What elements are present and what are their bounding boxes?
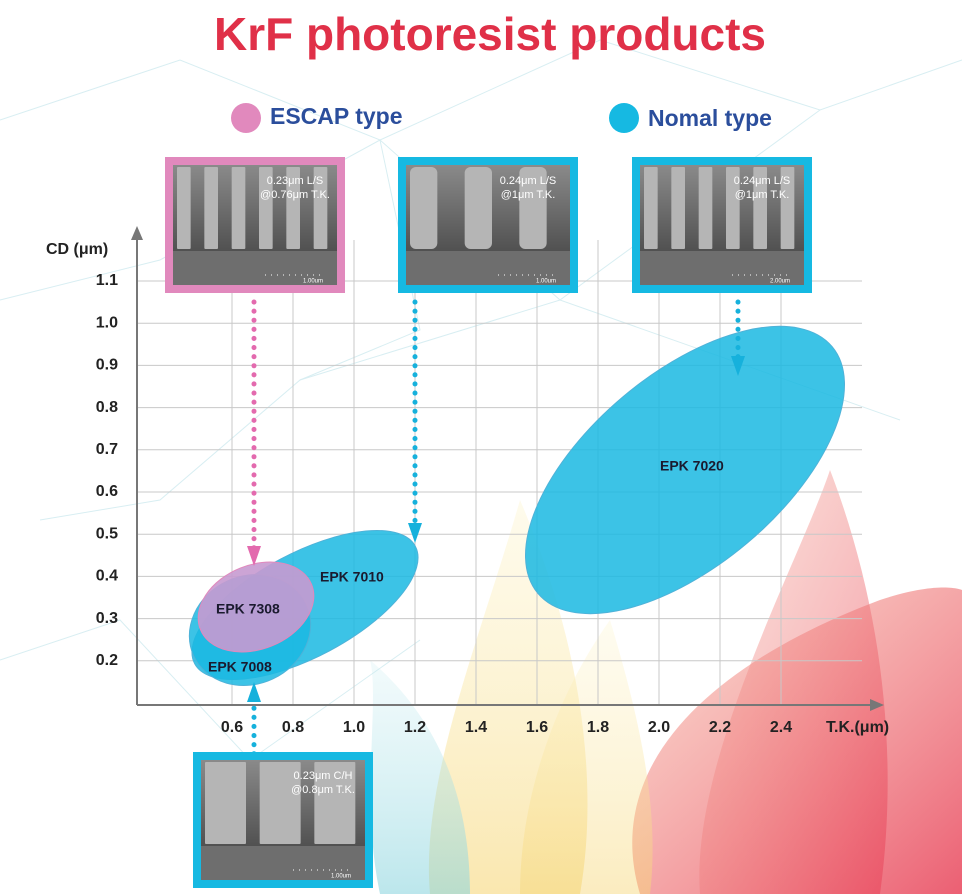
y-tick-label: 1.1 — [96, 272, 118, 289]
sem-image: 2.00um 0.24μm L/S @1μm T.K. — [632, 157, 812, 293]
resist-line — [313, 167, 328, 249]
product-label: EPK 7020 — [660, 458, 724, 474]
resist-line — [644, 167, 658, 249]
x-tick-label: 1.6 — [526, 719, 548, 736]
caption: @0.8μm T.K. — [291, 784, 355, 796]
resist-line — [464, 167, 492, 249]
ticks: 1.1 1.0 0.9 0.8 0.7 0.6 0.5 0.4 0.3 0.2 0.6 0.8 1.0 1… — [96, 272, 792, 736]
caption: @1μm T.K. — [735, 189, 790, 201]
substrate — [173, 251, 337, 285]
resist-line — [314, 762, 356, 844]
y-tick-label: 1.0 — [96, 314, 118, 331]
y-tick-label: 0.2 — [96, 652, 118, 669]
x-tick-label: 2.2 — [709, 719, 731, 736]
x-tick-label: 0.8 — [282, 719, 304, 736]
resist-line — [204, 167, 218, 249]
resist-line — [286, 167, 300, 249]
legend-label: Nomal type — [648, 105, 772, 131]
y-tick-label: 0.9 — [96, 357, 118, 374]
substrate — [201, 846, 365, 880]
title: KrF photoresist products — [214, 8, 766, 60]
legend-label: ESCAP type — [270, 103, 403, 129]
y-tick-label: 0.3 — [96, 610, 118, 627]
caption: @0.76μm T.K. — [260, 189, 330, 201]
substrate — [406, 251, 570, 285]
resist-line — [410, 167, 438, 249]
resist-line — [231, 167, 246, 249]
resist-line — [205, 762, 246, 844]
product-label: EPK 7008 — [208, 659, 272, 675]
resist-line — [671, 167, 685, 249]
scale-label: 1.00um — [536, 279, 556, 285]
legend-dot — [231, 103, 261, 133]
axes — [131, 226, 884, 711]
regions — [188, 325, 846, 687]
substrate — [640, 251, 804, 285]
y-tick-label: 0.5 — [96, 525, 118, 542]
resist-line — [780, 167, 795, 249]
x-tick-label: 2.0 — [648, 719, 670, 736]
x-tick-label: 0.6 — [221, 719, 243, 736]
product-label: EPK 7308 — [216, 601, 280, 617]
region-epk7308 — [197, 561, 315, 653]
scale-label: 2.00um — [770, 279, 790, 285]
resist-line — [519, 167, 547, 249]
caption: 0.24μm L/S — [500, 175, 556, 187]
sem-image: 1.00um 0.24μm L/S @1μm T.K. — [398, 157, 578, 293]
y-tick-label: 0.6 — [96, 483, 118, 500]
resist-line — [177, 167, 191, 249]
caption: 0.23μm C/H — [294, 770, 353, 782]
x-tick-label: 1.4 — [465, 719, 487, 736]
y-tick-label: 0.7 — [96, 441, 118, 458]
legend-dot — [609, 103, 639, 133]
resist-line — [753, 167, 767, 249]
x-axis-label: T.K.(μm) — [826, 719, 889, 736]
caption: 0.24μm L/S — [734, 175, 790, 187]
y-axis-label: CD (μm) — [46, 241, 108, 258]
x-tick-label: 1.2 — [404, 719, 426, 736]
sem-image: 1.00um 0.23μm C/H @0.8μm T.K. — [193, 752, 373, 888]
caption: @1μm T.K. — [501, 189, 556, 201]
connectors — [251, 299, 741, 775]
product-label: EPK 7010 — [320, 569, 384, 585]
resist-line — [726, 167, 740, 249]
caption: 0.23μm L/S — [267, 175, 323, 187]
resist-line — [259, 762, 301, 844]
region-epk7020 — [524, 325, 846, 615]
scale-label: 1.00um — [331, 874, 351, 880]
y-tick-label: 0.4 — [96, 568, 118, 585]
y-tick-label: 0.8 — [96, 399, 118, 416]
x-tick-label: 1.0 — [343, 719, 365, 736]
resist-line — [698, 167, 713, 249]
resist-line — [259, 167, 273, 249]
x-tick-label: 1.8 — [587, 719, 609, 736]
x-tick-label: 2.4 — [770, 719, 792, 736]
flames — [370, 470, 962, 894]
arrowheads — [247, 356, 745, 702]
sem-image: 1.00um 0.23μm L/S @0.76μm T.K. — [165, 157, 345, 293]
scale-label: 1.00um — [303, 279, 323, 285]
sem-images: 1.00um 0.23μm L/S @0.76μm T.K. 1.00um 0.24μm… — [165, 157, 812, 888]
